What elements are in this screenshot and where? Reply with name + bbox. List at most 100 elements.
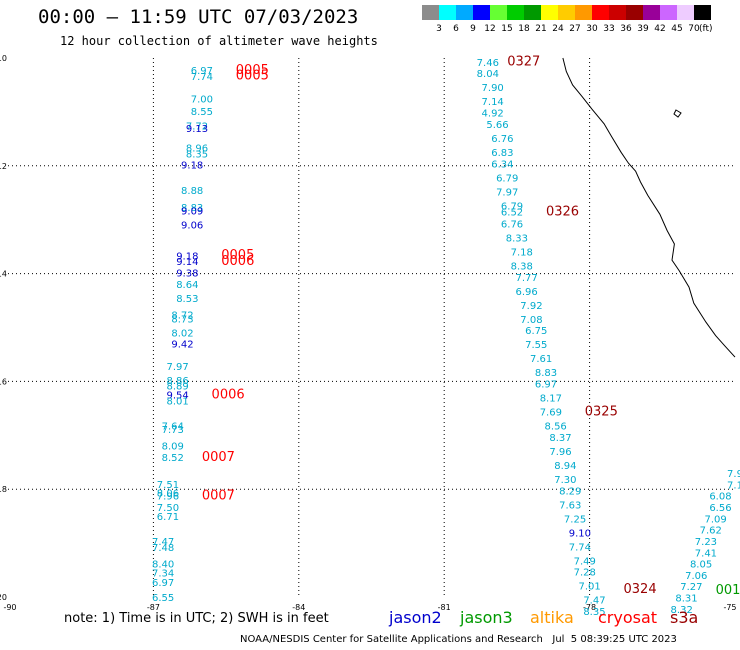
wave-height-value: 8.83: [181, 203, 203, 214]
legend-label: 45: [671, 24, 683, 34]
wave-height-value: 8.17: [540, 394, 562, 405]
legend-swatch: [643, 5, 660, 20]
wave-height-value: 8.86: [167, 376, 189, 387]
wave-height-value: 8.73: [171, 314, 193, 325]
wave-height-value: 8.53: [176, 294, 198, 305]
wave-height-value: 7.96: [549, 447, 571, 458]
wave-height-value: 8.35: [583, 607, 605, 618]
satellite-name: s3a: [670, 608, 699, 627]
wave-height-value: 7.74: [191, 72, 213, 83]
wave-height-value: 7.77: [515, 273, 537, 284]
graticule: [8, 58, 735, 597]
units-note: note: 1) Time is in UTC; 2) SWH is in fe…: [64, 611, 329, 626]
pass-time-label: 0005: [236, 63, 269, 78]
wave-height-value: 7.97: [167, 362, 189, 373]
wave-height-value: 7.69: [540, 408, 562, 419]
wave-height-value: 6.34: [491, 160, 513, 171]
wave-height-value: 8.33: [506, 233, 528, 244]
legend-unit: (ft): [699, 24, 713, 34]
wave-height-value: 9.18: [176, 251, 198, 262]
wave-height-value: 7.47: [152, 537, 174, 548]
wave-height-value: 6.08: [709, 492, 731, 503]
wave-height-value: 7.06: [685, 571, 707, 582]
longitude-tick-label: -87: [147, 603, 160, 612]
wave-height-value: 8.31: [675, 594, 697, 605]
latitude-tick-label: -10: [0, 54, 7, 63]
pass-time-label: 0007: [202, 489, 235, 504]
wave-height-value: 9.14: [176, 257, 198, 268]
longitude-tick-label: -75: [723, 603, 736, 612]
wave-height-value: 8.01: [167, 396, 189, 407]
legend-swatch: [558, 5, 575, 20]
wave-height-value: 6.97: [535, 380, 557, 391]
island-mark: [673, 109, 682, 118]
legend-label: 27: [569, 24, 581, 34]
wave-height-value: 6.71: [157, 512, 179, 523]
wave-height-value: 6.76: [501, 219, 523, 230]
wave-height-value: 7.08: [520, 315, 542, 326]
credit-line: NOAA/NESDIS Center for Satellite Applica…: [240, 634, 677, 645]
wave-height-value: 6.79: [496, 174, 518, 185]
wave-height-value: 9.38: [176, 269, 198, 280]
pass-time-label: 0005: [236, 69, 269, 84]
wave-height-value: 7.92: [520, 301, 542, 312]
legend-label: 3: [436, 24, 442, 34]
wave-height-value: 8.94: [554, 461, 576, 472]
wave-height-value: 8.37: [549, 433, 571, 444]
wave-height-value: 8.04: [477, 69, 499, 80]
wave-height-value: 8.06: [157, 488, 179, 499]
wave-height-value: 6.97: [191, 66, 213, 77]
wave-height-value: 7.64: [162, 422, 184, 433]
wave-height-value: 7.41: [695, 548, 717, 559]
wave-height-value: 5.66: [486, 120, 508, 131]
longitude-tick-label: -84: [292, 603, 305, 612]
legend-swatch: [490, 5, 507, 20]
wave-height-value: 7.14: [482, 97, 504, 108]
wave-height-value: 9.54: [167, 390, 189, 401]
legend-swatch: [456, 5, 473, 20]
wave-height-value: 9.13: [186, 124, 208, 135]
wave-height-value: 8.32: [671, 605, 693, 616]
wave-height-value: 8.55: [191, 107, 213, 118]
wave-height-value: 8.35: [186, 149, 208, 160]
legend-swatch: [507, 5, 524, 20]
pass-time-label: 0006: [221, 254, 254, 269]
wave-height-value: 7.61: [530, 354, 552, 365]
wave-height-value: 8.38: [511, 262, 533, 273]
wave-height-value: 7.9: [727, 469, 740, 480]
longitude-tick-label: -90: [3, 603, 16, 612]
legend-label: 21: [535, 24, 547, 34]
wave-height-value: 9.18: [181, 161, 203, 172]
legend-swatch: [422, 5, 439, 20]
wave-height-value: 7.72: [186, 121, 208, 132]
wave-height-value: 8.96: [186, 143, 208, 154]
wave-height-value: 7.23: [695, 537, 717, 548]
pass-time-label: 0005: [221, 248, 254, 263]
legend-label: 30: [586, 24, 598, 34]
wave-height-value: 7.00: [191, 94, 213, 105]
pass-time-label: 0007: [202, 450, 235, 465]
wave-height-value: 8.52: [162, 453, 184, 464]
legend-swatch: [626, 5, 643, 20]
legend-label: 9: [470, 24, 476, 34]
legend-swatch: [609, 5, 626, 20]
wave-height-value: 8.64: [176, 280, 198, 291]
coastline: [562, 57, 736, 358]
legend-label: 36: [620, 24, 632, 34]
pass-time-label: 0325: [585, 405, 618, 420]
legend-label: 12: [484, 24, 496, 34]
wave-height-labels: 6.977.747.008.557.729.138.968.359.188.88…: [152, 58, 740, 618]
wave-height-value: 7.50: [157, 503, 179, 514]
pass-time-label: 0324: [624, 582, 657, 597]
legend-swatch: [677, 5, 694, 20]
legend-label: 18: [518, 24, 530, 34]
pass-time-label: 0326: [546, 205, 579, 220]
axis-tick-labels: -10 -12 -14 -16 -18 -20-90 -87 -84 -81 -78 -75: [0, 54, 737, 612]
legend-label: 39: [637, 24, 649, 34]
wave-height-value: 9.06: [181, 221, 203, 232]
latitude-tick-label: -16: [0, 377, 7, 386]
legend-label: 15: [501, 24, 513, 34]
legend-swatch: [541, 5, 558, 20]
wave-height-value: 7.18: [511, 248, 533, 259]
wave-height-value: 6.75: [525, 326, 547, 337]
